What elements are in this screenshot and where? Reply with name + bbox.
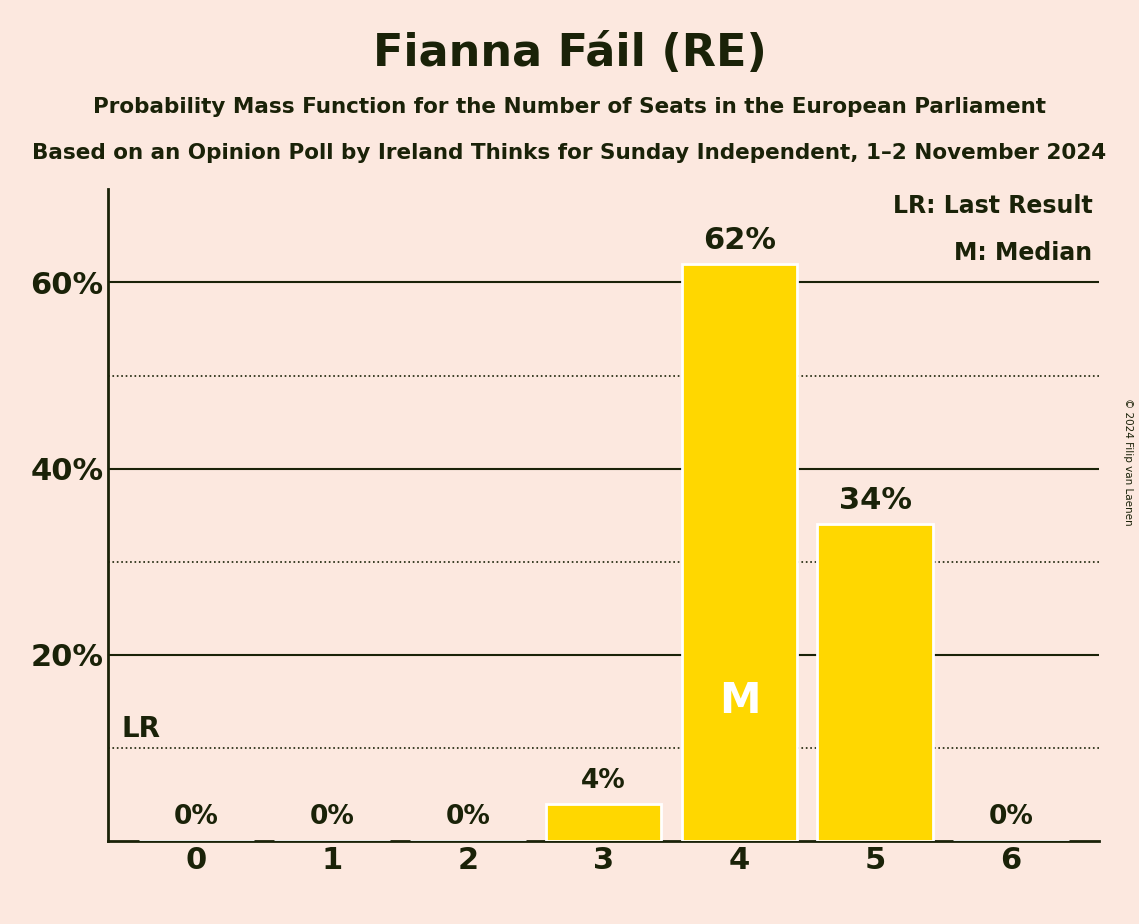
Text: 34%: 34%: [838, 486, 911, 516]
Bar: [546, 804, 662, 841]
Text: 0%: 0%: [989, 804, 1033, 830]
Bar: [682, 264, 797, 841]
Text: 0%: 0%: [310, 804, 354, 830]
Text: 4%: 4%: [581, 769, 626, 795]
Text: Based on an Opinion Poll by Ireland Thinks for Sunday Independent, 1–2 November : Based on an Opinion Poll by Ireland Thin…: [32, 143, 1107, 164]
Text: M: Median: M: Median: [954, 240, 1092, 264]
Text: LR: LR: [122, 715, 161, 743]
Text: 62%: 62%: [703, 225, 776, 254]
Text: Fianna Fáil (RE): Fianna Fáil (RE): [372, 32, 767, 76]
Text: LR: Last Result: LR: Last Result: [893, 194, 1092, 218]
Text: M: M: [719, 680, 760, 723]
Text: Probability Mass Function for the Number of Seats in the European Parliament: Probability Mass Function for the Number…: [93, 97, 1046, 117]
Text: 0%: 0%: [445, 804, 491, 830]
Text: 0%: 0%: [174, 804, 219, 830]
Text: © 2024 Filip van Laenen: © 2024 Filip van Laenen: [1123, 398, 1133, 526]
Bar: [818, 525, 933, 841]
